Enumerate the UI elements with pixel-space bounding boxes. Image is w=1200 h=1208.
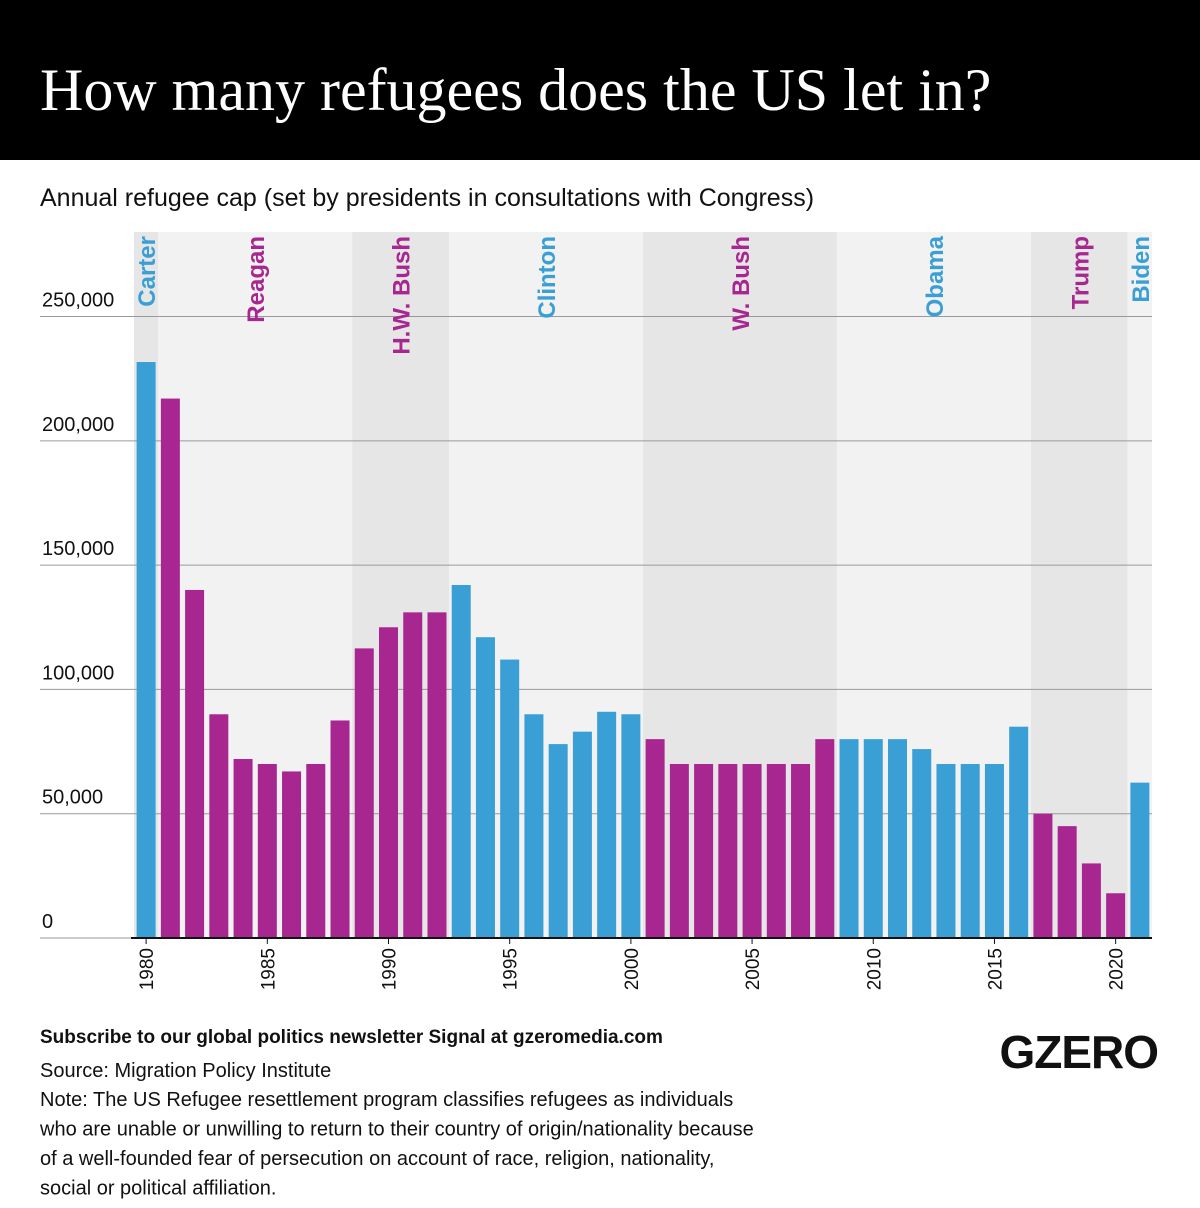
- bar: [621, 714, 641, 938]
- x-tick-label: 2010: [864, 948, 885, 990]
- president-label: Clinton: [534, 236, 561, 319]
- x-tick-label: 1980: [137, 948, 158, 990]
- president-label: Biden: [1128, 236, 1155, 303]
- x-tick-label: 2015: [985, 948, 1006, 990]
- bar: [185, 589, 205, 938]
- x-tick-label: 2020: [1107, 948, 1128, 990]
- bar: [960, 763, 980, 938]
- bar: [815, 739, 835, 938]
- bar: [718, 763, 738, 938]
- note-line: social or political affiliation.: [40, 1178, 276, 1200]
- bar: [475, 637, 495, 938]
- bar: [791, 763, 811, 938]
- bar: [694, 763, 714, 938]
- x-tick-label: 1985: [258, 948, 279, 990]
- x-tick-label: 2005: [743, 948, 764, 990]
- note-line: of a well-founded fear of persecution on…: [40, 1148, 714, 1170]
- president-label: H.W. Bush: [389, 236, 416, 355]
- bar: [548, 744, 568, 938]
- y-tick-label: 100,000: [42, 662, 114, 684]
- bar: [888, 739, 907, 938]
- y-tick-label: 50,000: [42, 787, 103, 809]
- bar: [500, 659, 520, 938]
- bar: [742, 763, 762, 938]
- y-tick-label: 0: [42, 911, 53, 933]
- bar: [427, 612, 447, 938]
- bar: [1033, 813, 1053, 938]
- president-label: Obama: [922, 235, 949, 317]
- bar: [451, 585, 471, 938]
- bar: [354, 648, 374, 938]
- title: How many refugees does the US let in?: [40, 57, 991, 123]
- president-label: W. Bush: [728, 236, 755, 331]
- plot-area: 0 50,000 100,000 150,000 200,000 250,000 Carte…: [40, 232, 1155, 990]
- bar: [233, 759, 253, 938]
- president-label: Reagan: [243, 236, 270, 323]
- bar: [1009, 726, 1029, 938]
- president-label: Carter: [134, 236, 161, 307]
- bar: [524, 714, 544, 938]
- y-tick-label: 250,000: [42, 290, 114, 312]
- bar: [597, 711, 617, 938]
- bar: [572, 731, 592, 938]
- bar: [160, 398, 180, 938]
- bar: [257, 763, 277, 938]
- bar: [1081, 863, 1101, 938]
- note: Note: The US Refugee resettlement progra…: [39, 1089, 754, 1200]
- note-line: Note: The US Refugee resettlement progra…: [40, 1089, 733, 1111]
- bar: [403, 612, 423, 938]
- y-tick-label: 150,000: [42, 538, 114, 560]
- bar: [306, 763, 326, 938]
- president-label: Trump: [1067, 236, 1094, 309]
- bar: [766, 763, 786, 938]
- x-tick-label: 1990: [380, 948, 401, 990]
- header-band: [0, 0, 1200, 160]
- x-tick-label: 1995: [501, 948, 522, 990]
- bar: [330, 720, 350, 938]
- signal-note: Subscribe to our global politics newslet…: [40, 1027, 663, 1048]
- bar: [379, 627, 398, 938]
- y-tick-label: 200,000: [42, 414, 114, 436]
- bar: [984, 763, 1004, 938]
- bar: [282, 771, 302, 938]
- bar: [912, 749, 932, 938]
- subtitle: Annual refugee cap (set by presidents in…: [40, 184, 814, 212]
- bar: [1130, 782, 1150, 938]
- note-line: who are unable or unwilling to return to…: [39, 1119, 754, 1141]
- source: Source: Migration Policy Institute: [40, 1060, 331, 1082]
- x-tick-label: 2000: [622, 948, 643, 990]
- bar: [645, 739, 665, 938]
- bar: [839, 739, 859, 938]
- bar: [863, 739, 883, 938]
- bar: [136, 362, 156, 938]
- bar: [669, 763, 689, 938]
- bar: [209, 714, 229, 938]
- logo: GZERO: [999, 1026, 1158, 1078]
- bar: [936, 763, 956, 938]
- bar: [1057, 826, 1077, 938]
- bar: [1106, 893, 1126, 938]
